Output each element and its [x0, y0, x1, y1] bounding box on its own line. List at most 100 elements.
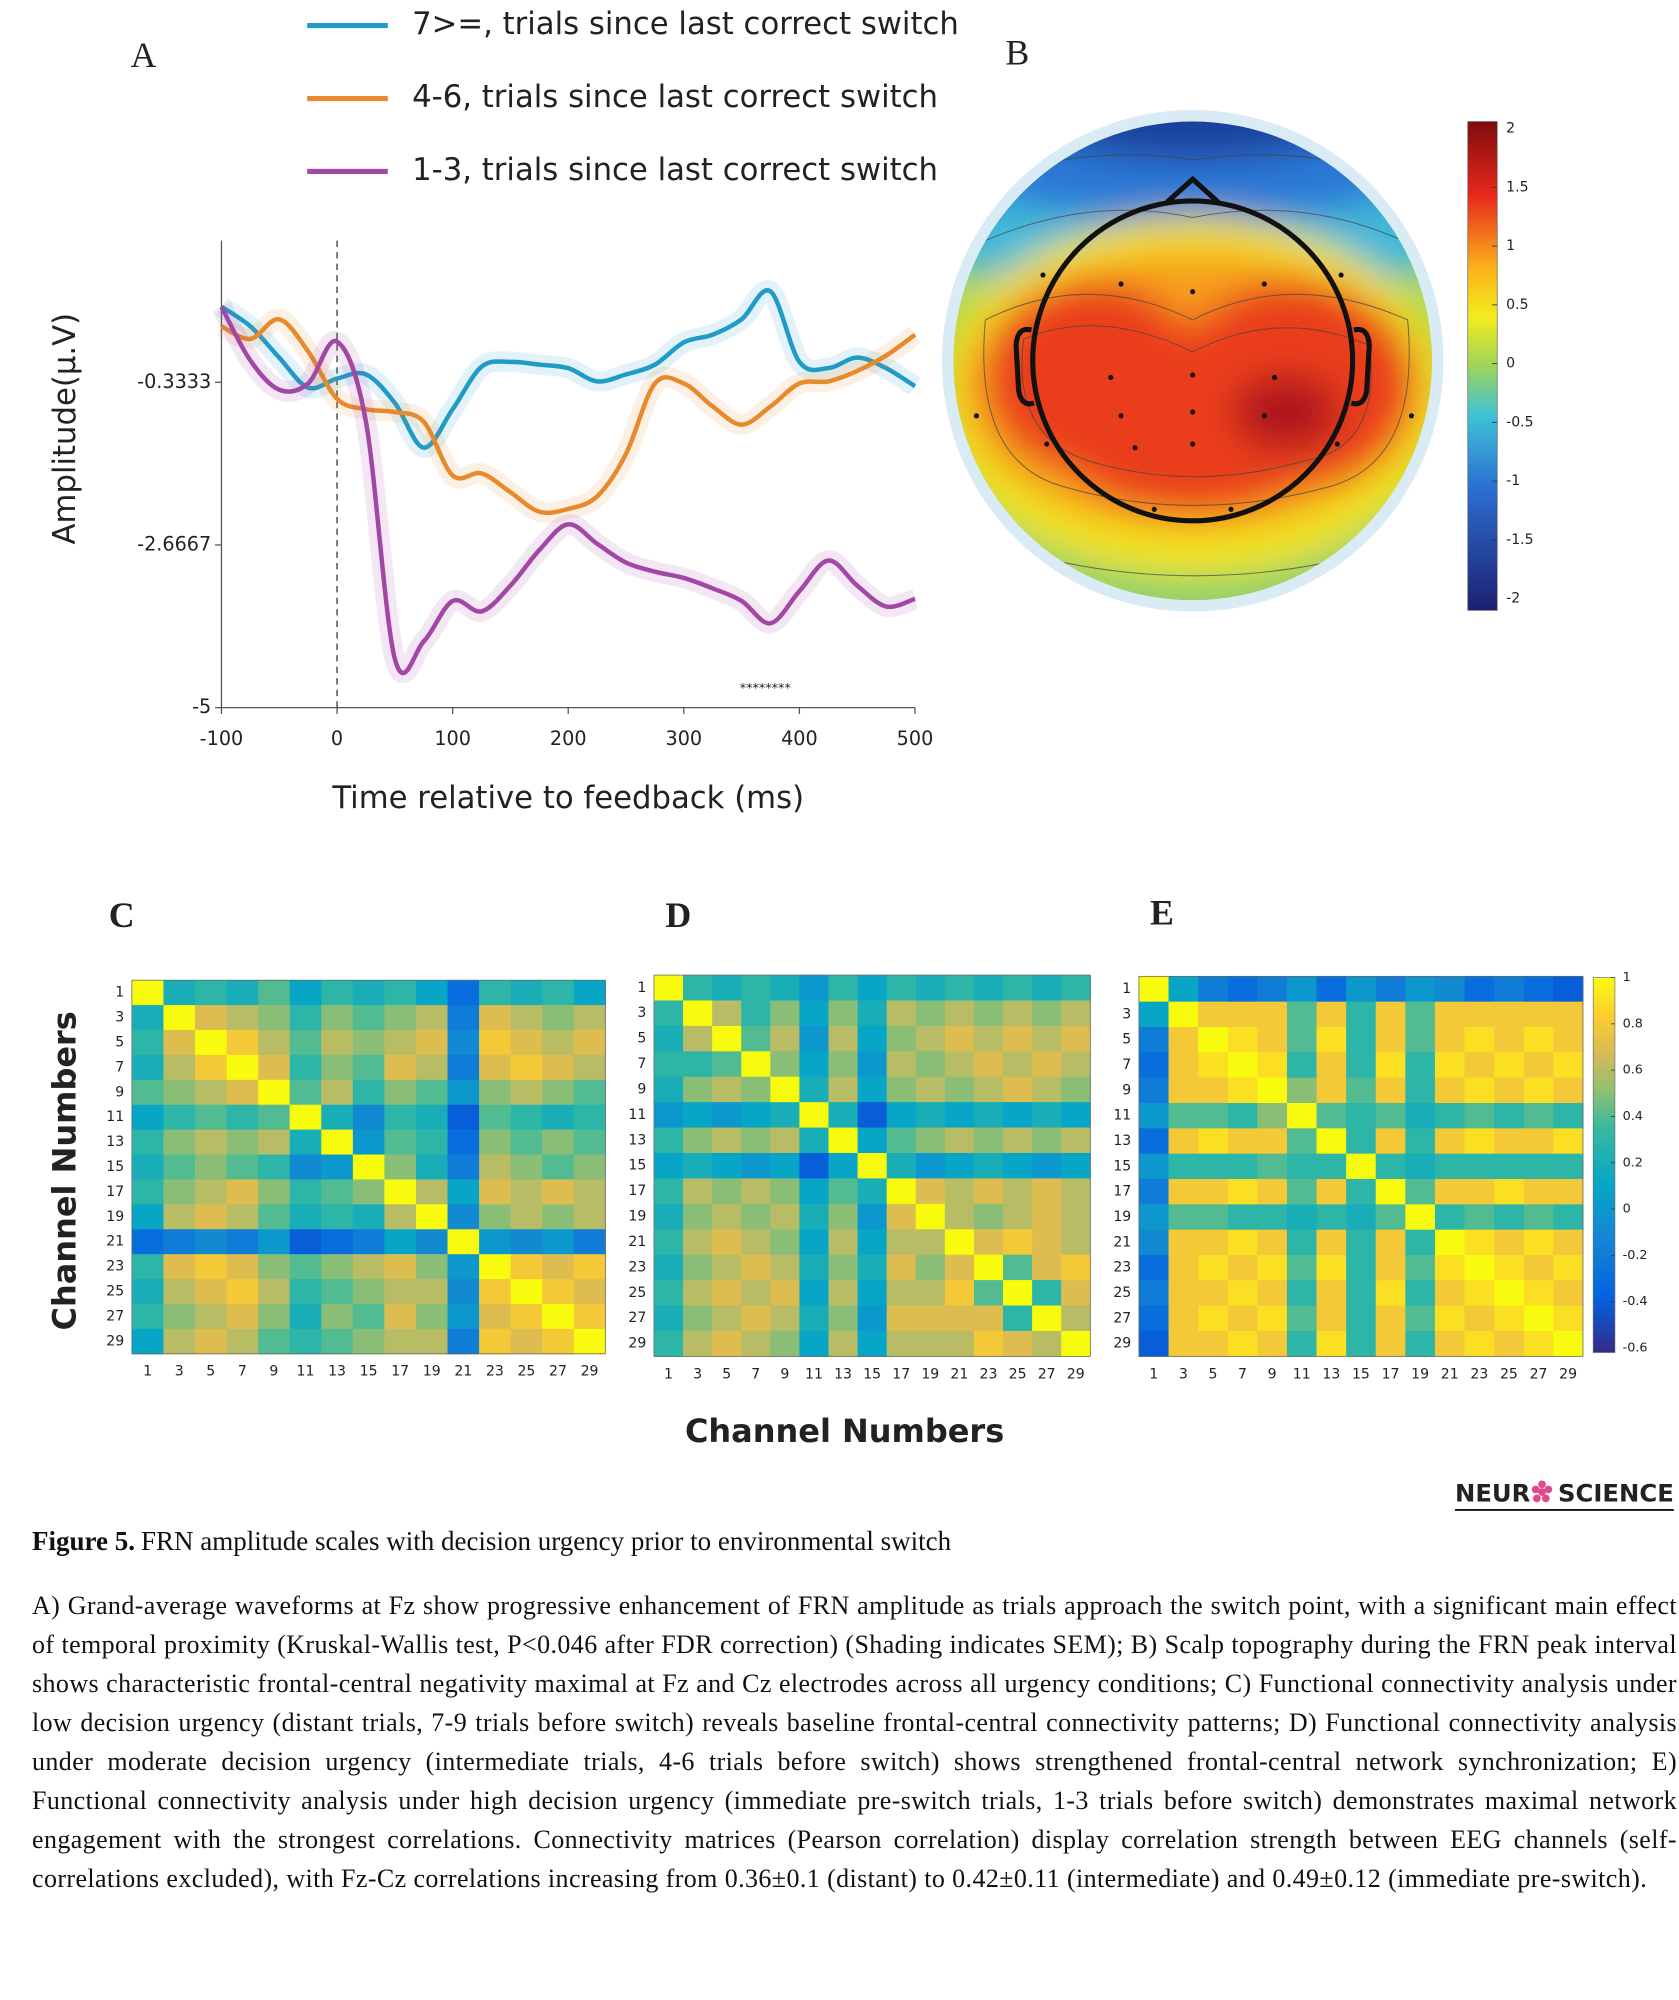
heatmap-cell [944, 1330, 975, 1357]
heatmap-cell [226, 980, 259, 1006]
heatmap-cell [1553, 1077, 1584, 1104]
y-tick-label: 3 [1122, 1006, 1131, 1022]
heatmap-cell [258, 980, 291, 1006]
heatmap-cell [944, 1000, 975, 1027]
heatmap-cell [915, 1152, 946, 1179]
heatmap-cell [1286, 976, 1318, 1003]
heatmap-cell [479, 1154, 512, 1180]
heatmap-cell [1198, 1128, 1229, 1155]
heatmap-cell [973, 975, 1004, 1001]
x-tick-label: 0 [331, 727, 343, 750]
heatmap-cell [712, 1025, 742, 1052]
heatmap-cell [770, 1229, 800, 1256]
heatmap-cell [683, 1051, 713, 1078]
colorbar [1592, 977, 1616, 1353]
heatmap-cell [195, 1279, 228, 1305]
heatmap-cell [352, 1054, 385, 1081]
heatmap-cell [131, 1104, 164, 1131]
heatmap-cell [1003, 1330, 1033, 1357]
heatmap-cell [1434, 1001, 1466, 1028]
y-tick-label: 25 [1113, 1285, 1131, 1301]
heatmap-cell [944, 1305, 975, 1332]
heatmap: 1133557799111113131515171719192121232325… [628, 974, 1091, 1450]
heatmap-cell [1061, 1203, 1091, 1230]
heatmap-cell [289, 1104, 322, 1131]
x-tick-label: 21 [1441, 1366, 1459, 1382]
heatmap-cell [1375, 1280, 1406, 1307]
heatmap-cell [1316, 1179, 1347, 1205]
heatmap-cell [479, 1054, 512, 1081]
heatmap-cell [131, 1328, 164, 1355]
heatmap-cell [1227, 1255, 1258, 1281]
heatmap-cell [828, 1025, 859, 1052]
panel-label: D [665, 895, 691, 935]
heatmap-cell [352, 1079, 385, 1106]
heatmap-cell [1375, 976, 1406, 1003]
heatmap-cell [447, 1254, 480, 1280]
heatmap-cell [573, 1279, 606, 1305]
heatmap-cell [479, 1129, 512, 1156]
heatmap-cell [258, 1154, 291, 1180]
heatmap-cell [195, 1005, 228, 1031]
heatmap-cell [1257, 1179, 1288, 1205]
heatmap-cell [1032, 1229, 1062, 1256]
heatmap-cell [857, 1000, 888, 1027]
heatmap-cell [1032, 1280, 1062, 1307]
heatmap-cell [886, 1203, 917, 1230]
heatmap-cell [828, 1330, 859, 1357]
heatmap-cell [1286, 1280, 1318, 1307]
heatmap-cell [1434, 1153, 1466, 1180]
heatmap-cell [1375, 1331, 1406, 1357]
heatmap-cell [857, 1076, 888, 1103]
colorbar-tick-label: -1 [1506, 473, 1520, 489]
heatmap-cell [1138, 1026, 1170, 1053]
x-tick-label: 17 [892, 1366, 910, 1382]
heatmap-cell [944, 1076, 975, 1103]
heatmap-cell [1227, 1128, 1258, 1155]
heatmap-cell [258, 1204, 291, 1230]
heatmap-cell [510, 980, 543, 1006]
colorbar-tick-label: 1.5 [1506, 179, 1528, 195]
heatmap-cell [1375, 1179, 1406, 1205]
heatmap-cell [447, 1279, 480, 1305]
heatmap-cell [1346, 976, 1377, 1003]
heatmap-cell [447, 1229, 480, 1255]
heatmap-cell [770, 1330, 800, 1357]
x-tick-label: 25 [1500, 1366, 1518, 1382]
heatmap-cell [1257, 1331, 1288, 1357]
x-tick-label: 21 [454, 1364, 472, 1380]
heatmap-cell [828, 1076, 859, 1103]
heatmap-cell [1523, 976, 1554, 1003]
heatmap-cell [415, 1254, 449, 1280]
heatmap-cell [573, 1054, 606, 1081]
heatmap-cell [415, 1328, 449, 1355]
heatmap-cell [857, 1025, 888, 1052]
heatmap-cell [1168, 1026, 1199, 1053]
heatmap-cell [1523, 1052, 1554, 1079]
heatmap-cell [1003, 1051, 1033, 1078]
heatmap-cell [289, 1154, 322, 1180]
heatmap-cell [1168, 1204, 1199, 1231]
x-tick-label: 29 [1067, 1366, 1085, 1382]
heatmap-cell [973, 1330, 1004, 1357]
heatmap-cell [542, 1254, 575, 1280]
heatmap-cell [1257, 1255, 1288, 1281]
heatmap-cell [683, 1280, 713, 1307]
heatmap-cell [289, 1129, 322, 1156]
heatmap-cell [1316, 1077, 1347, 1104]
heatmap-cell [415, 1229, 449, 1255]
heatmap-cell [1316, 1026, 1347, 1053]
x-tick-label: 29 [581, 1364, 599, 1380]
heatmap-cell [1553, 976, 1584, 1003]
y-tick-label: 21 [1113, 1234, 1131, 1250]
heatmap-cell [653, 1051, 684, 1078]
heatmap-cell [321, 1154, 354, 1180]
heatmap-cell [712, 1127, 742, 1154]
y-tick-label: 11 [1113, 1108, 1131, 1124]
heatmap-cell [712, 1330, 742, 1357]
heatmap-cell [1198, 976, 1229, 1003]
logo-text: SCIENCE [1558, 1479, 1674, 1508]
heatmap-cell [799, 1305, 830, 1332]
heatmap-cell [741, 1152, 771, 1179]
heatmap-cell [321, 980, 354, 1006]
